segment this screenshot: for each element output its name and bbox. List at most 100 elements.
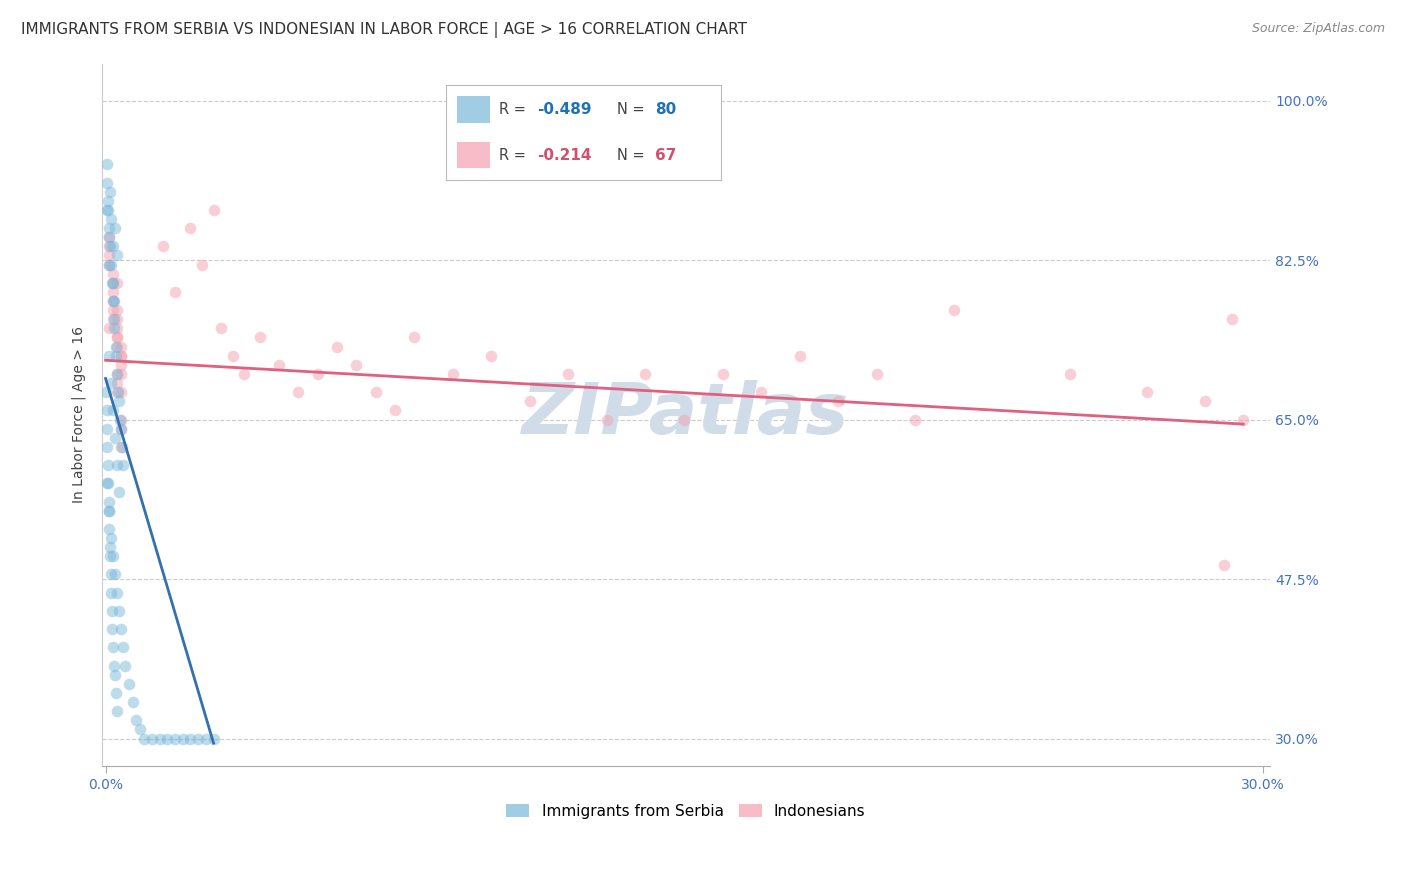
Point (96, 202, 118, 217)
Point (98, 540, 121, 554)
Point (404, 330, 426, 344)
Point (269, 358, 291, 372)
Point (105, 321, 128, 335)
Point (110, 422, 132, 436)
Point (384, 403, 406, 417)
Point (103, 640, 125, 655)
Text: Source: ZipAtlas.com: Source: ZipAtlas.com (1251, 22, 1385, 36)
Point (111, 440, 134, 454)
Point (156, 731, 179, 746)
Point (105, 248, 128, 262)
Point (103, 276, 125, 290)
Point (202, 731, 225, 746)
Point (634, 367, 657, 381)
Point (179, 221, 201, 235)
Point (103, 285, 125, 299)
Point (103, 276, 125, 290)
Point (105, 330, 128, 344)
Point (97, 194, 120, 208)
Point (96, 157, 118, 171)
Point (105, 704, 128, 718)
Point (101, 293, 124, 308)
Point (172, 731, 194, 746)
Point (110, 358, 132, 372)
Point (97, 230, 120, 244)
Point (163, 731, 186, 746)
Point (108, 394, 131, 409)
Point (105, 349, 128, 363)
Point (100, 604, 122, 618)
Point (105, 340, 128, 354)
Point (110, 412, 132, 426)
Point (187, 731, 209, 746)
Point (105, 303, 128, 318)
Point (104, 567, 127, 582)
Point (129, 723, 152, 737)
Point (191, 258, 214, 272)
Point (233, 367, 256, 381)
Point (100, 212, 122, 227)
Point (105, 367, 128, 381)
Point (1059, 367, 1081, 381)
Point (110, 412, 132, 426)
Point (105, 458, 128, 472)
Point (108, 604, 131, 618)
Legend: Immigrants from Serbia, Indonesians: Immigrants from Serbia, Indonesians (501, 797, 872, 825)
Point (100, 585, 122, 599)
Point (105, 276, 128, 290)
Point (98, 185, 121, 199)
Point (148, 731, 170, 746)
Point (105, 312, 128, 326)
Point (100, 276, 122, 290)
Point (105, 385, 128, 400)
Point (105, 330, 128, 344)
Point (114, 658, 136, 673)
Point (107, 385, 129, 400)
Point (97, 202, 120, 217)
Point (108, 485, 131, 500)
Y-axis label: In Labor Force | Age > 16: In Labor Force | Age > 16 (72, 326, 86, 503)
Point (118, 677, 141, 691)
Point (789, 349, 811, 363)
Point (97, 476, 120, 491)
Point (97, 494, 120, 508)
Point (104, 667, 127, 681)
Point (105, 376, 128, 390)
Point (326, 340, 349, 354)
Point (98, 321, 121, 335)
Point (111, 640, 134, 655)
Point (98, 549, 121, 564)
Point (103, 293, 125, 308)
Point (101, 622, 124, 636)
Point (103, 312, 125, 326)
Point (441, 367, 464, 381)
Point (249, 330, 271, 344)
Point (110, 349, 132, 363)
Point (141, 731, 163, 746)
Point (1220, 312, 1243, 326)
Point (110, 349, 132, 363)
Point (103, 312, 125, 326)
Point (344, 358, 367, 372)
Point (96, 422, 118, 436)
Point (152, 239, 174, 253)
Point (110, 340, 132, 354)
Point (711, 367, 734, 381)
Point (364, 385, 387, 400)
Point (104, 686, 127, 700)
Point (100, 376, 122, 390)
Point (96, 440, 118, 454)
Point (104, 431, 127, 445)
Point (105, 367, 128, 381)
Text: IMMIGRANTS FROM SERBIA VS INDONESIAN IN LABOR FORCE | AGE > 16 CORRELATION CHART: IMMIGRANTS FROM SERBIA VS INDONESIAN IN … (21, 22, 747, 38)
Point (98, 230, 121, 244)
Point (110, 440, 132, 454)
Point (98, 221, 121, 235)
Point (1213, 558, 1236, 573)
Point (103, 303, 125, 318)
Point (103, 293, 125, 308)
Point (557, 367, 579, 381)
Point (125, 714, 148, 728)
Point (673, 412, 696, 426)
Point (103, 403, 125, 417)
